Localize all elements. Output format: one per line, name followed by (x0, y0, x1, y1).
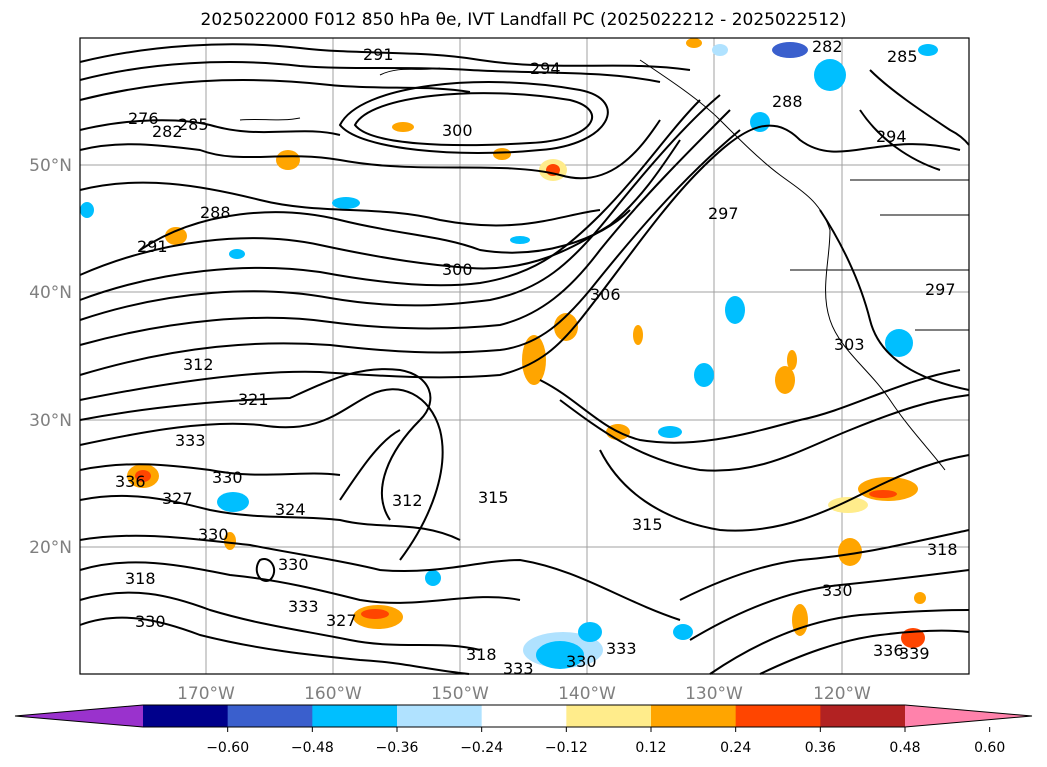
colorbar-segment (651, 705, 737, 727)
latitude-axis: 50°N 40°N 30°N 20°N (29, 156, 72, 558)
contour-label: 327 (326, 611, 357, 630)
ivt-shading (80, 38, 938, 669)
contour-label: 300 (442, 121, 473, 140)
coastlines (239, 59, 969, 471)
contour-label: 303 (834, 335, 865, 354)
lon-tick-label: 160°W (304, 684, 362, 704)
contour-label: 333 (288, 597, 319, 616)
contour-label: 291 (137, 237, 168, 256)
contour-label: 336 (115, 472, 146, 491)
contour-label: 330 (278, 555, 309, 574)
gridlines (80, 38, 969, 674)
contour-label: 315 (478, 488, 509, 507)
contour-label: 282 (812, 37, 843, 56)
colorbar-max-extend (905, 705, 1032, 727)
colorbar-min-extend-outline (14, 704, 144, 728)
contour-label: 318 (927, 540, 958, 559)
contour-label: 330 (198, 525, 229, 544)
lat-tick-label: 20°N (29, 538, 72, 558)
map-title: 2025022000 F012 850 hPa θe, IVT Landfall… (200, 10, 847, 30)
contour-label: 300 (442, 260, 473, 279)
colorbar-tick-label: −0.12 (545, 740, 588, 756)
colorbar-tick-label: −0.36 (376, 740, 419, 756)
colorbar-tick-label: 0.24 (720, 740, 751, 756)
lon-tick-label: 120°W (813, 684, 871, 704)
contour-label: 312 (183, 355, 214, 374)
contour-label: 333 (175, 431, 206, 450)
contour-label: 330 (566, 652, 597, 671)
contour-label: 330 (212, 468, 243, 487)
plot-border (79, 37, 970, 675)
contour-label: 327 (162, 489, 193, 508)
contour-label: 288 (772, 92, 803, 111)
colorbar-tick-label: −0.48 (291, 740, 334, 756)
colorbar-tick-label: 0.60 (974, 740, 1005, 756)
colorbar-tick-label: 0.36 (805, 740, 836, 756)
colorbar-segment (397, 705, 483, 727)
colorbar-segment (227, 705, 313, 727)
colorbar-tick-label: 0.12 (635, 740, 666, 756)
colorbar-min-extend (15, 705, 143, 727)
lon-tick-label: 150°W (431, 684, 489, 704)
contour-label: 297 (925, 280, 956, 299)
colorbar-tick-label: −0.60 (206, 740, 249, 756)
contour-label: 285 (887, 47, 918, 66)
contour-label: 315 (632, 515, 663, 534)
lat-tick-label: 40°N (29, 283, 72, 303)
colorbar-ticks: −0.60 −0.48 −0.36 −0.24 −0.12 0.12 0.24 0.36 0.4… (206, 727, 1005, 756)
longitude-axis: 170°W 160°W 150°W 140°W 130°W 120°W (177, 684, 871, 704)
colorbar-tick-label: −0.24 (460, 740, 503, 756)
contour-labels: 291 294 282 285 300 288 294 288 297 291 … (115, 37, 958, 678)
contour-label: 288 (200, 203, 231, 222)
contour-label: 294 (876, 127, 907, 146)
contour-label: 318 (125, 569, 156, 588)
contour-label: 333 (606, 639, 637, 658)
lon-tick-label: 130°W (685, 684, 743, 704)
contour-label: 291 (363, 45, 394, 64)
lon-tick-label: 170°W (177, 684, 235, 704)
contour-label: 339 (899, 644, 930, 663)
colorbar-segment (481, 705, 567, 727)
colorbar-max-extend-outline (904, 704, 1033, 728)
contour-label: 276 (128, 109, 159, 128)
contour-label: 318 (466, 645, 497, 664)
lat-tick-label: 30°N (29, 411, 72, 431)
contour-label: 321 (238, 390, 269, 409)
colorbar-segment (312, 705, 398, 727)
colorbar: −0.60 −0.48 −0.36 −0.24 −0.12 0.12 0.24 0.36 0.4… (14, 704, 1033, 756)
contour-label: 324 (275, 500, 306, 519)
lon-tick-label: 140°W (558, 684, 616, 704)
contour-label: 330 (822, 581, 853, 600)
theta-e-contours (79, 43, 970, 675)
contour-label: 336 (873, 641, 904, 660)
lat-tick-label: 50°N (29, 156, 72, 176)
contour-label: 312 (392, 491, 423, 510)
colorbar-segment (735, 705, 821, 727)
contour-label: 294 (530, 59, 561, 78)
colorbar-segment (820, 705, 906, 727)
contour-label: 285 (178, 115, 209, 134)
colorbar-segment (143, 705, 229, 727)
colorbar-segments (15, 705, 1032, 727)
colorbar-tick-label: 0.48 (889, 740, 920, 756)
contour-label: 297 (708, 204, 739, 223)
colorbar-segment (566, 705, 652, 727)
contour-label: 282 (152, 122, 183, 141)
contour-label: 333 (503, 659, 534, 678)
contour-label: 306 (590, 285, 621, 304)
contour-label: 330 (135, 612, 166, 631)
